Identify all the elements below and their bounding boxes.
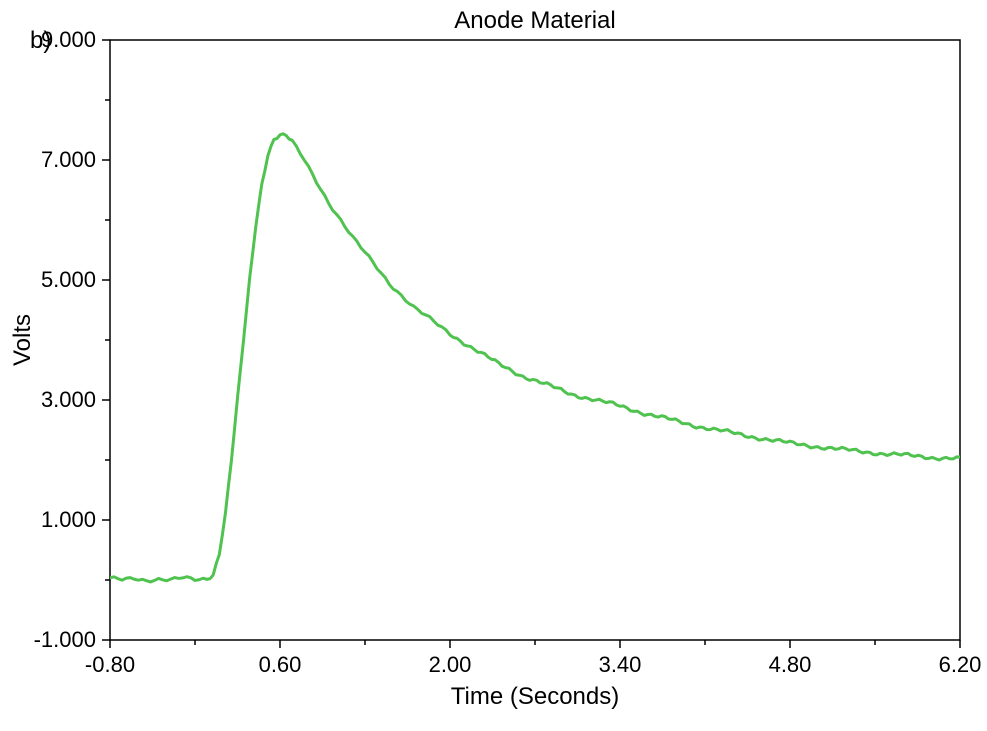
chart-svg: b)Anode Material-0.800.602.003.404.806.2…	[0, 0, 987, 731]
chart-title: Anode Material	[454, 7, 615, 34]
x-tick-label: -0.80	[85, 652, 135, 677]
y-axis-label: Volts	[9, 314, 36, 366]
y-tick-label: 9.000	[41, 27, 96, 52]
x-axis-label: Time (Seconds)	[451, 683, 620, 710]
y-tick-label: 5.000	[41, 267, 96, 292]
x-tick-label: 2.00	[429, 652, 472, 677]
x-tick-label: 4.80	[769, 652, 812, 677]
y-tick-label: 1.000	[41, 507, 96, 532]
x-tick-label: 0.60	[259, 652, 302, 677]
y-tick-label: -1.000	[34, 627, 96, 652]
x-tick-label: 6.20	[939, 652, 982, 677]
x-tick-label: 3.40	[599, 652, 642, 677]
y-tick-label: 3.000	[41, 387, 96, 412]
chart-container: b)Anode Material-0.800.602.003.404.806.2…	[0, 0, 987, 731]
y-tick-label: 7.000	[41, 147, 96, 172]
